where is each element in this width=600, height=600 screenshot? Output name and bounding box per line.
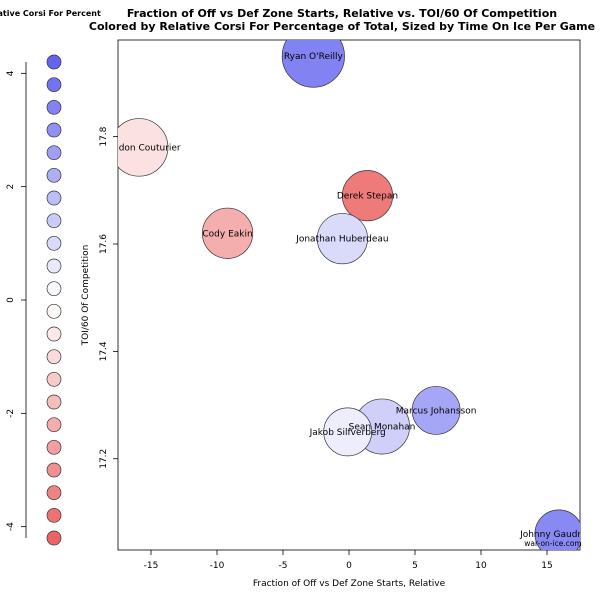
data-point [323, 407, 373, 457]
data-point [281, 40, 345, 88]
legend-title: Relative Corsi For Percent [0, 9, 101, 18]
legend-swatch [46, 167, 62, 183]
legend-swatch [46, 99, 62, 115]
legend-tick-label: 4 [6, 70, 16, 76]
point-label: Jakob Silfverberg [309, 428, 386, 438]
data-point [118, 118, 169, 177]
x-tick-label: 5 [412, 561, 418, 571]
data-point [316, 213, 368, 265]
legend-swatch [46, 281, 62, 297]
legend-swatch [46, 417, 62, 433]
point-label: Johnny Gaudreau [519, 530, 598, 540]
x-tick-label: 15 [541, 561, 552, 571]
legend-swatch [46, 213, 62, 229]
legend-swatch [46, 394, 62, 410]
legend-swatch [46, 349, 62, 365]
y-tick-label: 17.6 [99, 234, 109, 254]
x-tick-label: -10 [210, 561, 225, 571]
data-point [202, 207, 254, 259]
point-label: Ryan O'Reilly [284, 52, 344, 62]
legend-swatch [46, 122, 62, 138]
legend-tick-label: -2 [6, 409, 16, 418]
legend-swatch [46, 485, 62, 501]
data-point [341, 170, 394, 222]
color-legend: Relative Corsi For Percent 4 2 0 -2 -4 [0, 9, 101, 546]
legend-tick-label: -4 [6, 522, 16, 531]
watermark-text: war-on-ice.com [524, 539, 581, 548]
legend-swatch [46, 462, 62, 478]
y-tick-label: 17.2 [99, 449, 109, 469]
y-tick-label: 17.8 [99, 126, 109, 146]
legend-swatch [46, 145, 62, 161]
x-tick-label: 0 [346, 561, 352, 571]
point-label: Marcus Johansson [396, 406, 477, 416]
legend-tick-label: 0 [6, 297, 16, 303]
y-axis-label: TOI/60 Of Competition [81, 245, 91, 347]
chart-subtitle: Colored by Relative Corsi For Percentage… [89, 20, 595, 33]
legend-swatch [46, 190, 62, 206]
data-point [534, 509, 580, 550]
legend-swatch [46, 439, 62, 455]
y-tick-label: 17.4 [99, 341, 109, 361]
legend-swatch [46, 303, 62, 319]
x-tick-label: 10 [475, 561, 487, 571]
plot-area: Ryan O'Reilly Brandon Couturier Derek Step… [98, 39, 598, 571]
legend-swatch [46, 507, 62, 523]
legend-swatch [46, 258, 62, 274]
legend-swatch [46, 530, 62, 546]
legend-swatch [46, 77, 62, 93]
data-point [411, 386, 461, 435]
point-label: Cody Eakin [202, 229, 252, 239]
legend-swatch [46, 235, 62, 251]
plot-frame [117, 39, 581, 551]
chart-title: Fraction of Off vs Def Zone Starts, Rela… [127, 7, 557, 20]
x-tick-label: -5 [279, 561, 288, 571]
legend-swatch [46, 326, 62, 342]
point-label: Jonathan Huberdeau [295, 235, 388, 245]
x-axis-label: Fraction of Off vs Def Zone Starts, Rela… [253, 579, 446, 589]
point-label: Sean Monahan [349, 423, 416, 433]
point-label: Derek Stepan [337, 192, 398, 202]
x-tick-label: -15 [144, 561, 159, 571]
point-label: Brandon Couturier [98, 143, 181, 153]
legend-swatch [46, 371, 62, 387]
legend-swatch [46, 54, 62, 70]
legend-tick-label: 2 [6, 184, 16, 190]
